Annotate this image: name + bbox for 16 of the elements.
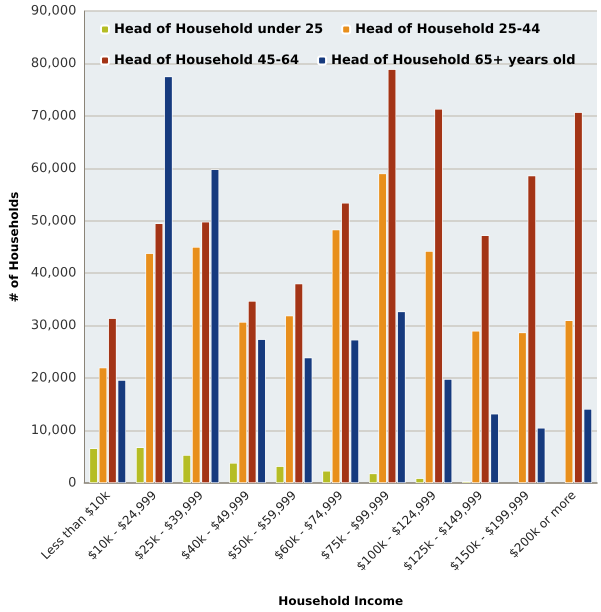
y-tick-label: 20,000	[30, 370, 76, 386]
y-tick-label: 60,000	[30, 160, 76, 176]
y-tick-label: 90,000	[30, 4, 76, 18]
y-tick-label: 40,000	[30, 266, 76, 281]
legend-label: Head of Household 45-64	[114, 53, 300, 68]
legend-label: Head of Household 65+ years old	[331, 53, 576, 68]
y-tick-label: 80,000	[30, 56, 76, 71]
legend-label: Head of Household under 25	[114, 22, 324, 37]
y-axis-title: # of Households	[7, 192, 21, 302]
y-tick-label: 70,000	[30, 108, 76, 124]
y-tick-label: 0	[68, 476, 76, 490]
y-tick-label: 10,000	[30, 423, 76, 438]
y-tick-label: 50,000	[30, 213, 76, 228]
x-axis-title: Household Income	[278, 594, 404, 608]
legend-label: Head of Household 25-44	[355, 22, 540, 37]
y-tick-label: 30,000	[30, 318, 76, 334]
